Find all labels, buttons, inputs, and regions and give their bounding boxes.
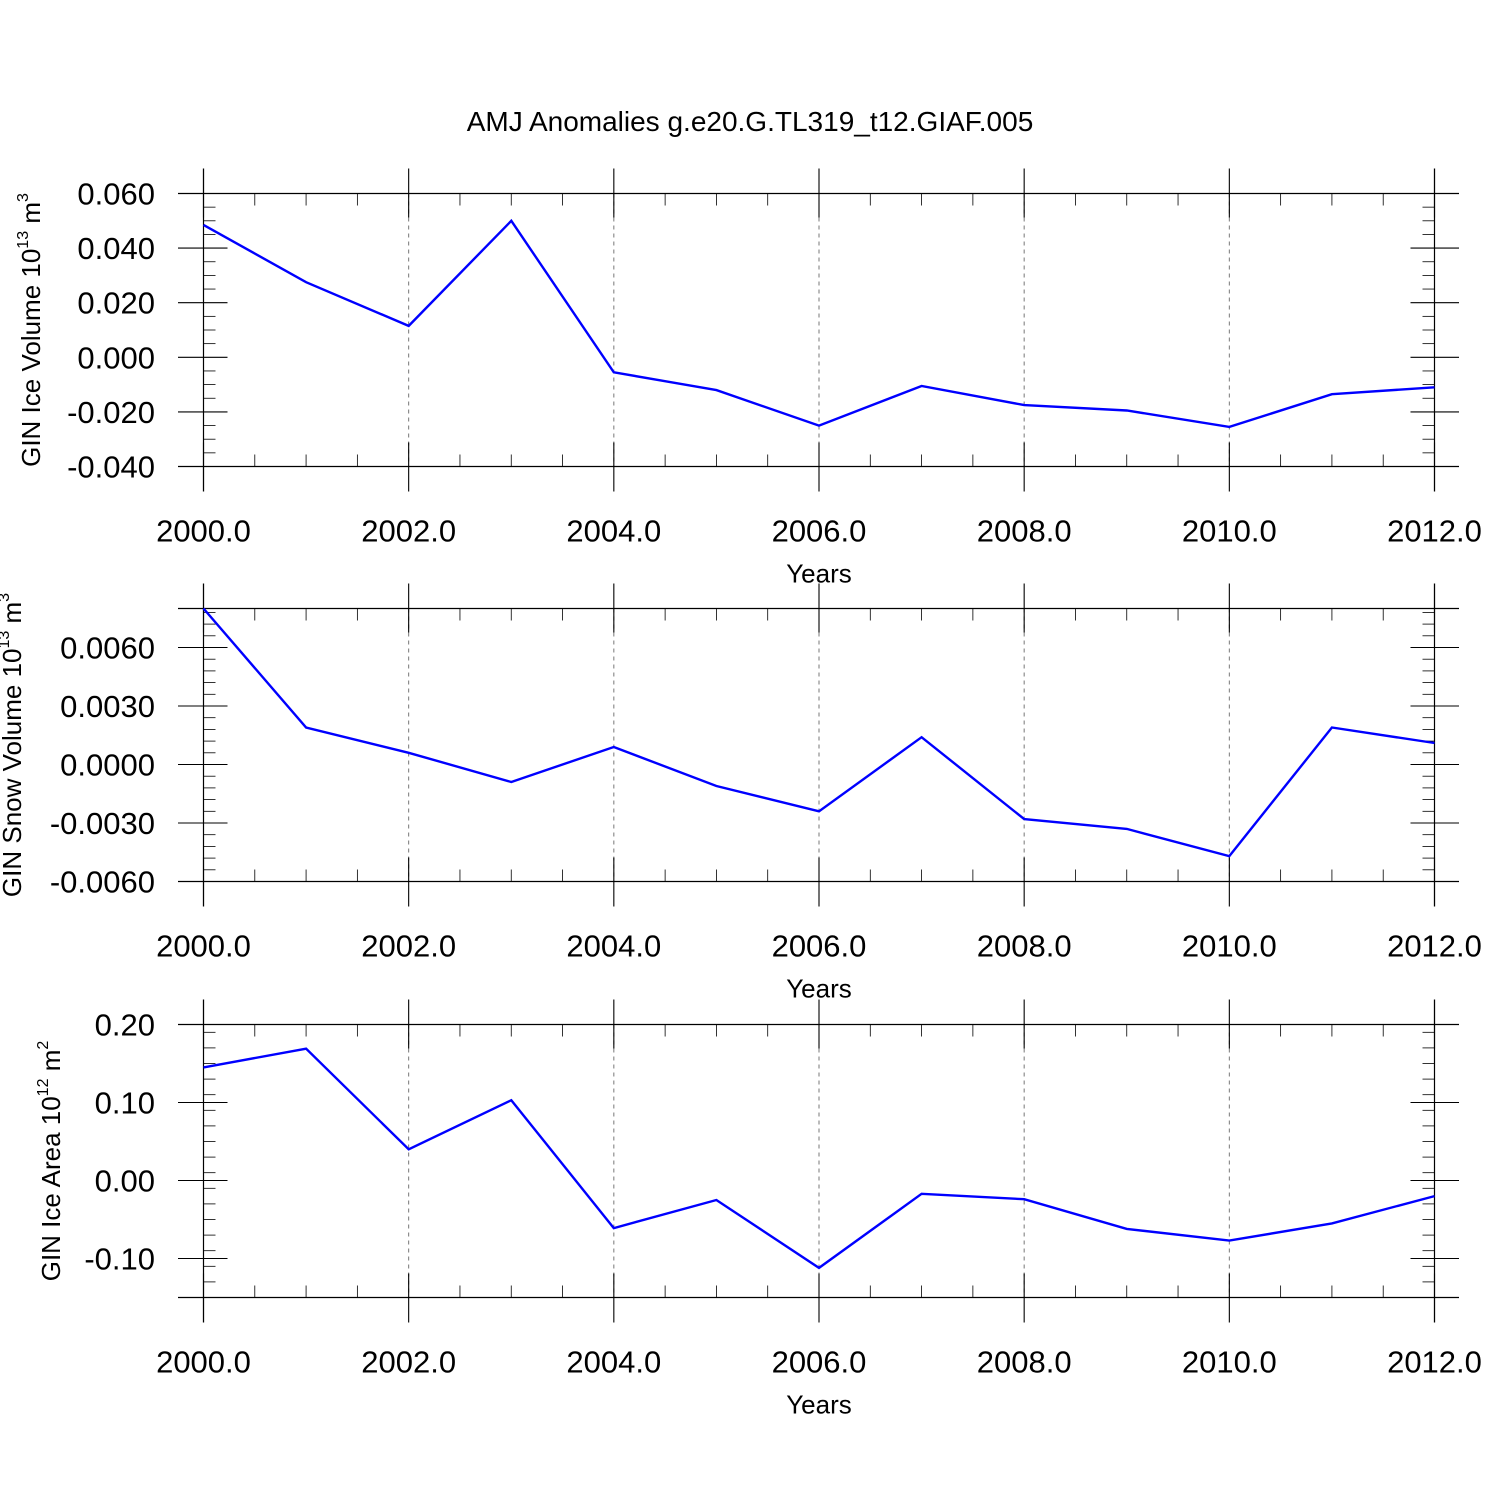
x-tick-label: 2004.0 [566, 514, 661, 549]
panel-2: -0.0060 -0.0030 0.0000 0.0030 0.0060 2000.0 20… [0, 583, 1482, 1004]
x-tick-label: 2008.0 [977, 1345, 1072, 1380]
x-tick-label: 2008.0 [977, 929, 1072, 964]
y-tick-label: -0.040 [67, 450, 155, 485]
y-tick-label: 0.040 [77, 231, 155, 266]
x-axis-label: Years [786, 974, 852, 1004]
x-tick-label: 2012.0 [1387, 514, 1482, 549]
x-tick-label: 2010.0 [1182, 514, 1277, 549]
y-tick-label: -0.0060 [50, 865, 155, 900]
x-tick-label: 2002.0 [361, 514, 456, 549]
y-tick-label: -0.10 [84, 1242, 155, 1277]
y-tick-label: 0.0000 [60, 748, 155, 783]
y-tick-label: 0.0060 [60, 631, 155, 666]
x-tick-label: 2012.0 [1387, 929, 1482, 964]
x-tick-label: 2000.0 [156, 929, 251, 964]
x-tick-label: 2006.0 [772, 514, 867, 549]
x-tick-label: 2008.0 [977, 514, 1072, 549]
y-tick-label: 0.00 [95, 1164, 155, 1199]
y-tick-label: 0.20 [95, 1008, 155, 1043]
x-tick-label: 2002.0 [361, 929, 456, 964]
x-tick-label: 2000.0 [156, 1345, 251, 1380]
panel-3: -0.10 0.00 0.10 0.20 2000.0 2002.0 2004.0 2006.… [35, 999, 1482, 1420]
y-axis-label: GIN Snow Volume 1013 m3 [0, 593, 27, 897]
x-tick-label: 2006.0 [772, 929, 867, 964]
y-axis-label: GIN Ice Volume 1013 m3 [15, 193, 46, 467]
x-tick-label: 2002.0 [361, 1345, 456, 1380]
series-line [202, 607, 1435, 858]
x-tick-label: 2012.0 [1387, 1345, 1482, 1380]
panels: -0.040 -0.020 0.000 0.020 0.040 0.060 2000.0 20… [0, 168, 1482, 1420]
series-line [203, 1047, 1435, 1270]
y-tick-label: 0.020 [77, 286, 155, 321]
y-tick-label: 0.10 [95, 1086, 155, 1121]
y-tick-label: 0.0030 [60, 689, 155, 724]
y-tick-label: -0.020 [67, 395, 155, 430]
y-tick-label: -0.0030 [50, 806, 155, 841]
x-tick-label: 2004.0 [566, 929, 661, 964]
y-axis-label: GIN Ice Area 1012 m2 [35, 1041, 66, 1282]
series-line [202, 218, 1435, 429]
panel-1: -0.040 -0.020 0.000 0.020 0.040 0.060 2000.0 20… [15, 168, 1482, 589]
figure-title: AMJ Anomalies g.e20.G.TL319_t12.GIAF.005 [467, 106, 1034, 137]
x-tick-label: 2006.0 [772, 1345, 867, 1380]
y-tick-label: 0.060 [77, 177, 155, 212]
x-axis-label: Years [786, 1390, 852, 1420]
x-tick-label: 2000.0 [156, 514, 251, 549]
x-tick-label: 2010.0 [1182, 1345, 1277, 1380]
x-tick-label: 2004.0 [566, 1345, 661, 1380]
x-tick-label: 2010.0 [1182, 929, 1277, 964]
y-tick-label: 0.000 [77, 340, 155, 375]
